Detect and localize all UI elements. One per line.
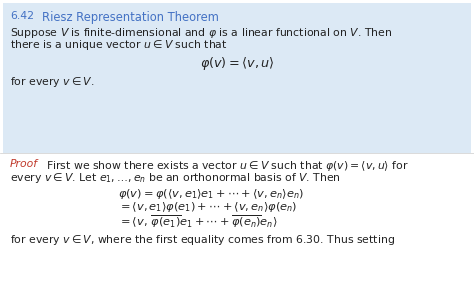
Text: $\varphi(v) = \varphi(\langle v, e_1\rangle e_1 + \cdots + \langle v, e_n\rangle: $\varphi(v) = \varphi(\langle v, e_1\ran… bbox=[118, 187, 304, 201]
Text: First we show there exists a vector $u \in V$ such that $\varphi(v) = \langle v,: First we show there exists a vector $u \… bbox=[46, 159, 409, 173]
Text: Proof: Proof bbox=[10, 159, 38, 169]
Text: there is a unique vector $u \in V$ such that: there is a unique vector $u \in V$ such … bbox=[10, 38, 228, 52]
FancyBboxPatch shape bbox=[3, 3, 471, 153]
Text: Riesz Representation Theorem: Riesz Representation Theorem bbox=[42, 11, 219, 24]
Text: 6.42: 6.42 bbox=[10, 11, 34, 21]
Text: for every $v \in V$.: for every $v \in V$. bbox=[10, 75, 94, 89]
Text: every $v \in V$. Let $e_1, \ldots, e_n$ be an orthonormal basis of $V$. Then: every $v \in V$. Let $e_1, \ldots, e_n$ … bbox=[10, 171, 341, 185]
Text: for every $v \in V$, where the first equality comes from 6.30. Thus setting: for every $v \in V$, where the first equ… bbox=[10, 233, 395, 247]
Text: $\varphi(v) = \langle v, u\rangle$: $\varphi(v) = \langle v, u\rangle$ bbox=[200, 55, 274, 72]
Text: Suppose $V$ is finite-dimensional and $\varphi$ is a linear functional on $V$. T: Suppose $V$ is finite-dimensional and $\… bbox=[10, 26, 392, 40]
Text: $= \langle v,\, \overline{\varphi(e_1)}e_1 + \cdots + \overline{\varphi(e_n)}e_n: $= \langle v,\, \overline{\varphi(e_1)}e… bbox=[118, 213, 278, 230]
Text: $= \langle v, e_1\rangle\varphi(e_1) + \cdots + \langle v, e_n\rangle\varphi(e_n: $= \langle v, e_1\rangle\varphi(e_1) + \… bbox=[118, 200, 297, 214]
